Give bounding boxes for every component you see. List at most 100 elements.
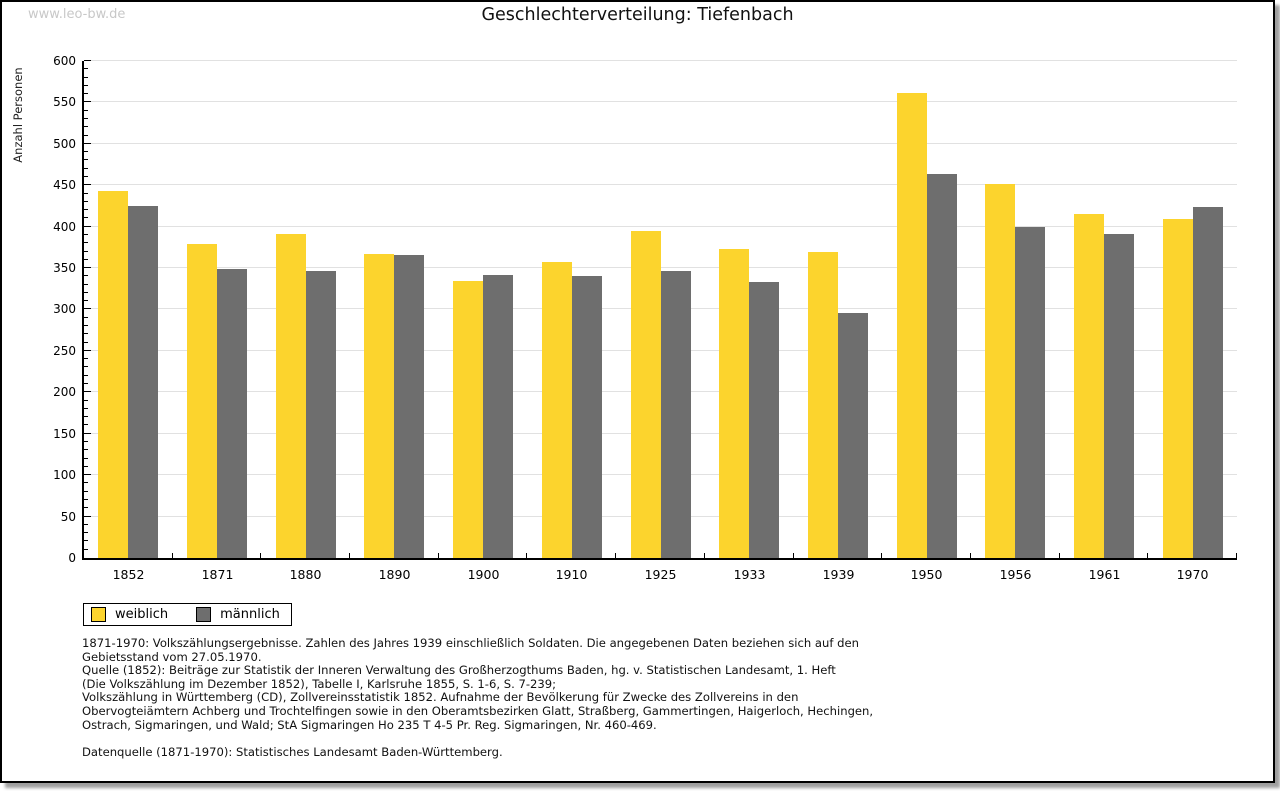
x-boundary-tick [172,553,173,558]
y-minor-tick [84,300,88,301]
y-minor-tick [84,68,88,69]
y-minor-tick [84,441,88,442]
y-tick-label: 550 [53,95,76,109]
gridline [84,60,1237,61]
x-boundary-tick [1236,553,1237,558]
y-minor-tick [84,118,88,119]
datasource-line: Datenquelle (1871-1970): Statistisches L… [82,744,503,759]
y-minor-tick [84,251,88,252]
gridline [84,184,1237,185]
y-minor-tick [84,375,88,376]
y-tick-label: 450 [53,178,76,192]
footnote-line: Ostrach, Sigmaringen, und Wald; StA Sigm… [82,717,657,732]
footnotes: 1871-1970: Volkszählungsergebnisse. Zahl… [82,636,1002,759]
gridline [84,101,1237,102]
y-tick-label: 200 [53,385,76,399]
y-tick-label: 350 [53,261,76,275]
x-tick-label: 1900 [467,567,500,582]
x-tick-label: 1950 [910,567,943,582]
y-minor-tick [84,491,88,492]
y-tick-label: 600 [53,54,76,68]
y-minor-tick [84,85,88,86]
y-tick-label: 100 [53,468,76,482]
bar-weiblich-1880 [276,234,306,558]
y-minor-tick [84,482,88,483]
gridline [84,226,1237,227]
y-major-tick [84,474,91,475]
y-minor-tick [84,325,88,326]
footnote-line: 1871-1970: Volkszählungsergebnisse. Zahl… [82,636,859,650]
y-minor-tick [84,135,88,136]
x-boundary-tick [615,553,616,558]
bar-männlich-1961 [1104,234,1134,558]
y-minor-tick [84,449,88,450]
y-minor-tick [84,209,88,210]
x-boundary-tick [526,553,527,558]
y-minor-tick [84,549,88,550]
y-minor-tick [84,342,88,343]
plot-area [82,60,1237,560]
bar-männlich-1970 [1193,207,1223,558]
footnote-line: Volkszählung in Württemberg (CD), Zollve… [82,690,799,705]
x-tick-label: 1939 [822,567,855,582]
y-tick-label: 50 [60,510,76,524]
y-major-tick [84,143,91,144]
y-minor-tick [84,159,88,160]
x-boundary-tick [793,553,794,558]
legend-label-weiblich: weiblich [115,606,169,622]
x-boundary-tick [260,553,261,558]
y-tick-label: 400 [53,220,76,234]
y-major-tick [84,350,91,351]
x-boundary-tick [881,553,882,558]
y-major-tick [84,308,91,309]
legend-swatch-weiblich [91,607,106,622]
bar-männlich-1880 [306,271,336,558]
x-tick-label: 1961 [1088,567,1121,582]
y-minor-tick [84,524,88,525]
x-tick-label: 1956 [999,567,1032,582]
bar-männlich-1910 [572,276,602,558]
y-tick-label: 0 [68,551,76,565]
bar-weiblich-1890 [364,254,394,558]
bar-männlich-1950 [927,174,957,558]
footnote-line: Gebietsstand vom 27.05.1970. [82,649,262,664]
y-minor-tick [84,193,88,194]
x-boundary-tick [438,553,439,558]
chart-title: Geschlechterverteilung: Tiefenbach [481,5,794,25]
y-minor-tick [84,366,88,367]
y-tick-label: 250 [53,344,76,358]
y-minor-tick [84,126,88,127]
y-major-tick [84,516,91,517]
x-tick-label: 1970 [1176,567,1209,582]
bar-männlich-1933 [749,282,779,558]
x-boundary-tick [970,553,971,558]
footnote-line: (Die Volkszählung im Dezember 1852), Tab… [82,676,557,691]
watermark: www.leo-bw.de [28,7,126,22]
bar-weiblich-1961 [1074,214,1104,558]
bar-männlich-1890 [394,255,424,558]
bar-weiblich-1939 [808,252,838,558]
y-minor-tick [84,77,88,78]
legend-swatch-maennlich [196,607,212,622]
x-tick-label: 1890 [378,567,411,582]
y-minor-tick [84,93,88,94]
y-minor-tick [84,408,88,409]
legend: weiblich männlich [83,603,292,626]
y-minor-tick [84,259,88,260]
bar-weiblich-1970 [1163,219,1193,558]
y-major-tick [84,391,91,392]
footnote-line: Obervogteiämtern Achberg und Trochtelfin… [82,703,874,718]
y-minor-tick [84,201,88,202]
x-tick-label: 1852 [112,567,145,582]
y-minor-tick [84,507,88,508]
x-axis-tick-labels: 1852 1871 1880 1890 1900 1910 1925 1933 1939 1950… [84,567,1237,583]
x-tick-label: 1871 [201,567,234,582]
x-tick-label: 1925 [644,567,677,582]
bar-männlich-1939 [838,313,868,558]
x-boundary-tick [1147,553,1148,558]
y-minor-tick [84,540,88,541]
gridline [84,143,1237,144]
y-major-tick [84,267,91,268]
y-major-tick [84,101,91,102]
